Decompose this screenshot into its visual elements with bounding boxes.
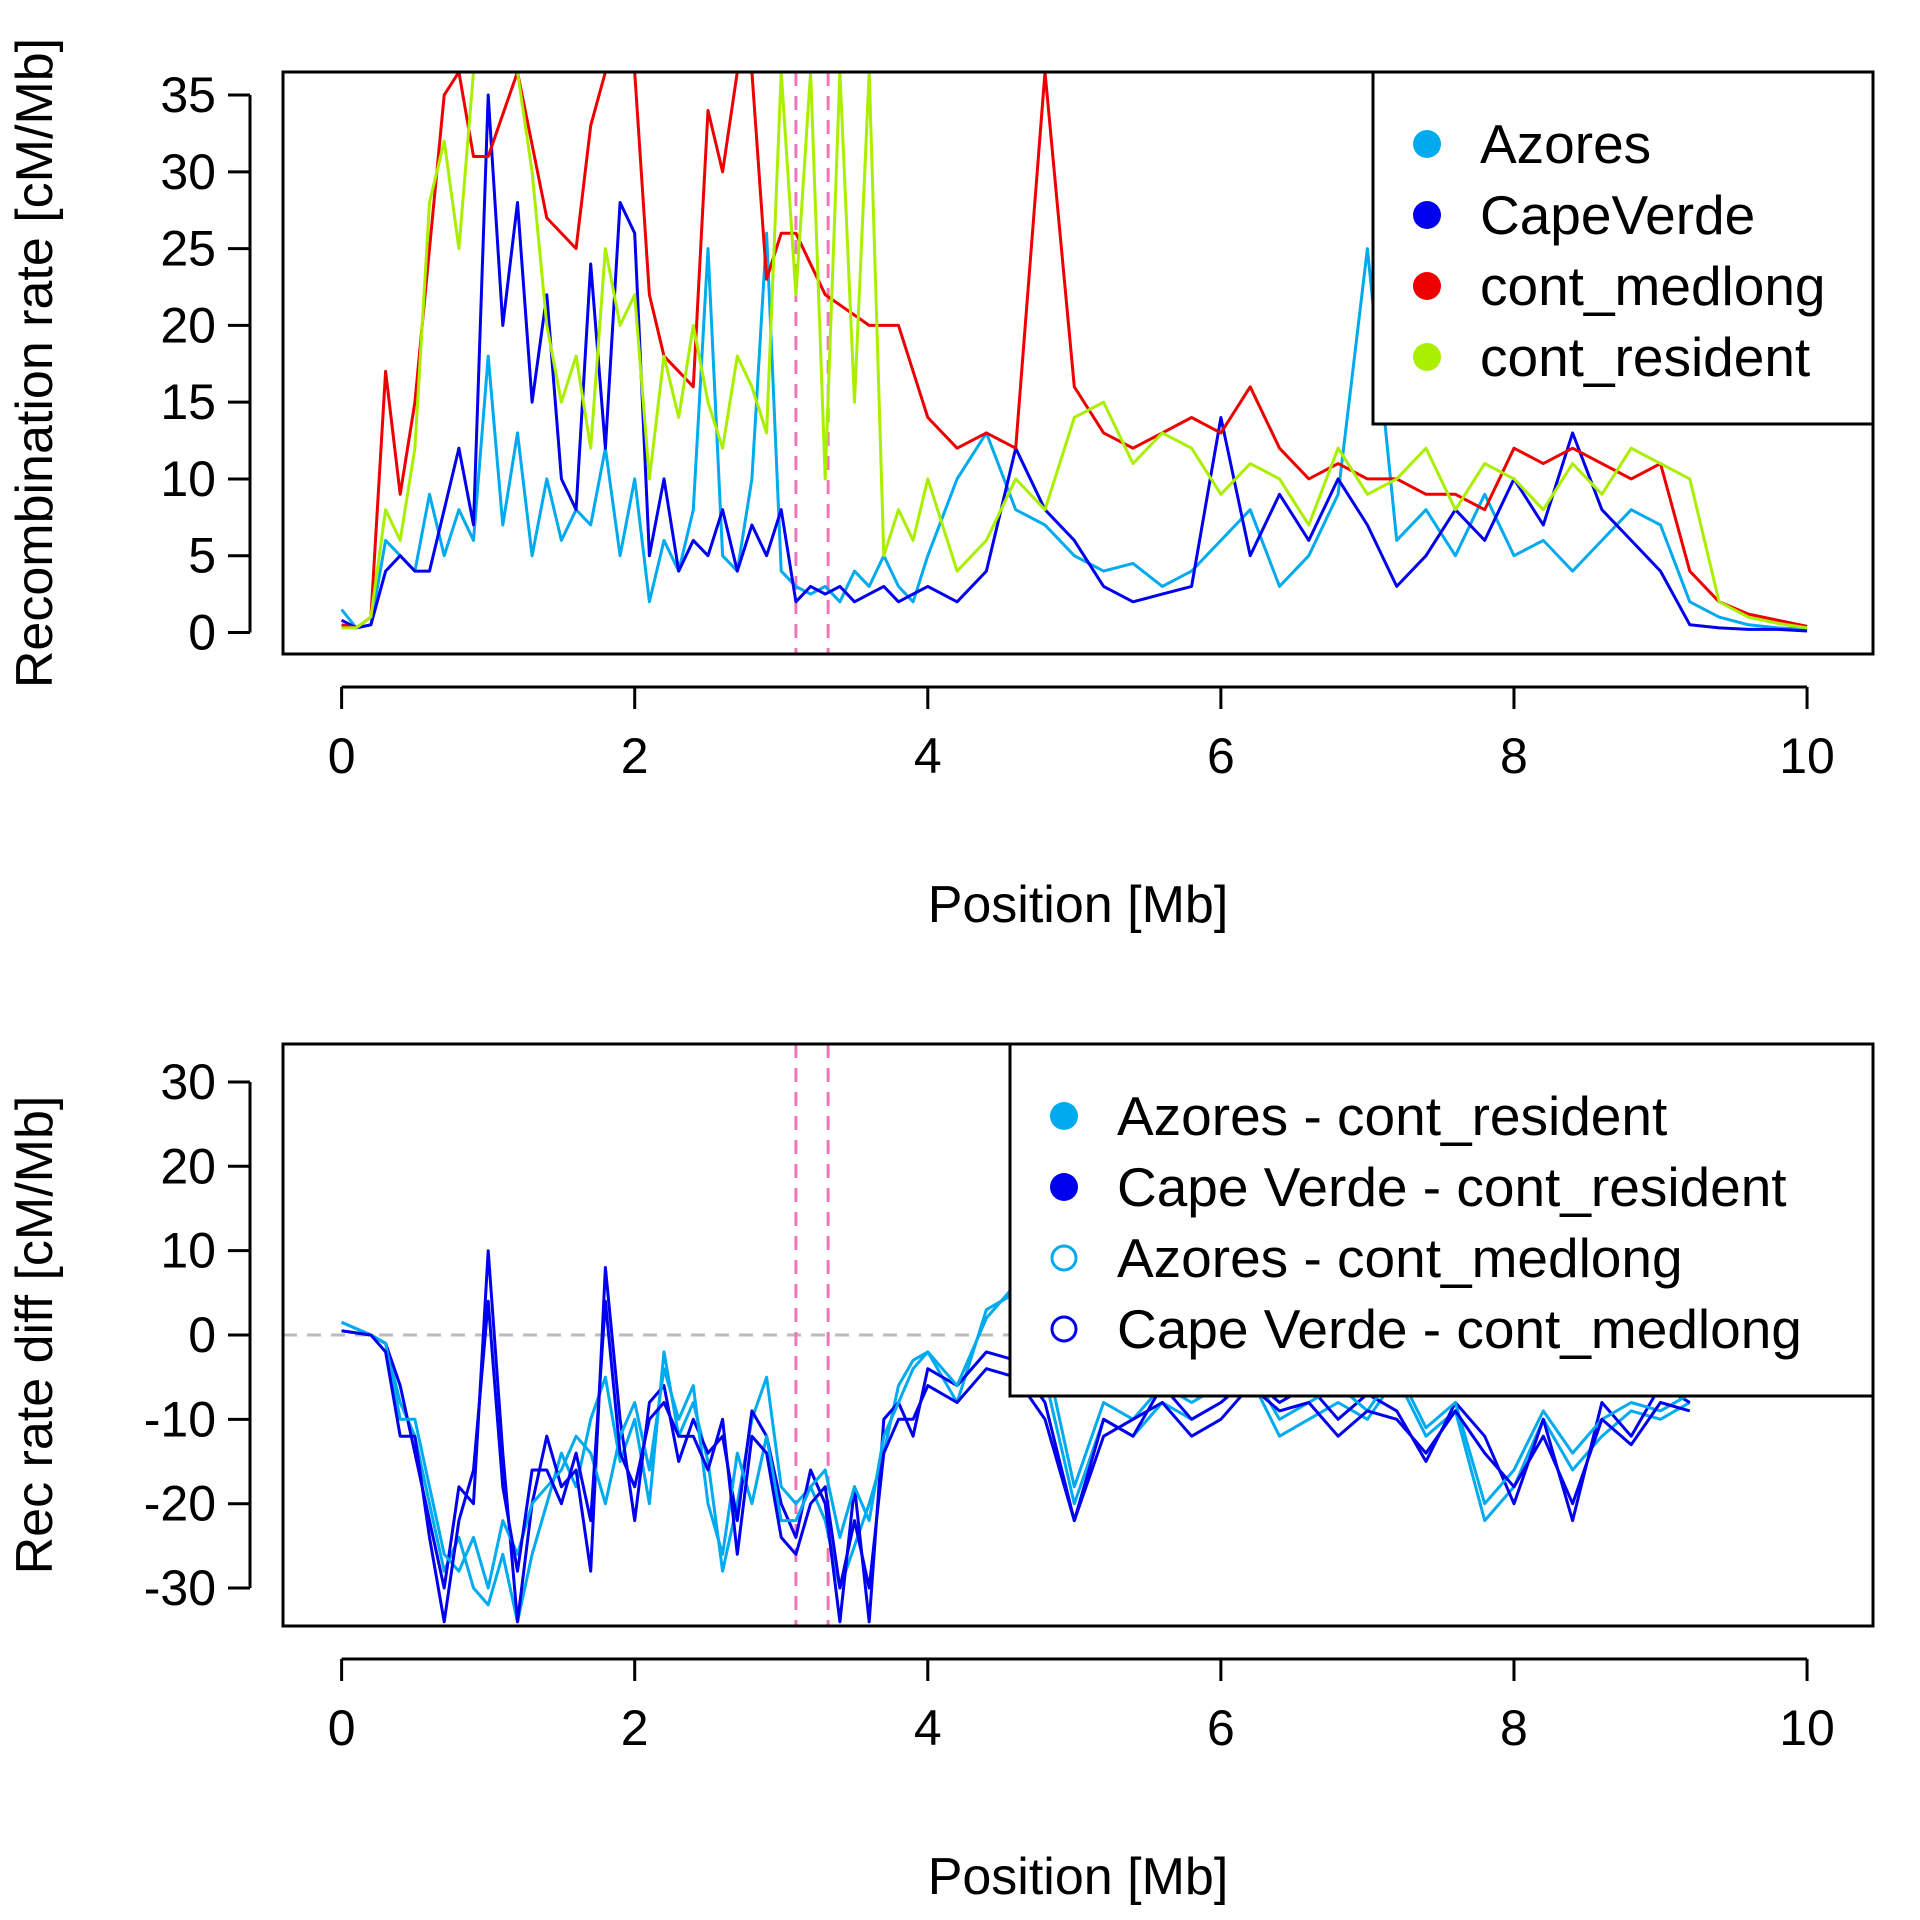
series-line-cont-resident [341, 72, 1808, 630]
legend-marker-azores-cont-medlong [1050, 1244, 1078, 1272]
legend-label-azores-cont-medlong: Azores - cont_medlong [1117, 1227, 1683, 1289]
legend-label-capeverde-cont-medlong: Cape Verde - cont_medlong [1117, 1298, 1802, 1360]
legend-box [1008, 1042, 1875, 1398]
y-tick-label: 10 [160, 451, 216, 507]
x-tick-label: 8 [1500, 728, 1528, 784]
series-line-capeverde [340, 93, 1808, 633]
x-tick-label: 4 [914, 728, 942, 784]
x-axis-title: Position [Mb] [928, 1848, 1229, 1906]
y-tick-label: -10 [144, 1391, 216, 1447]
legend-marker-cont-resident [1413, 343, 1441, 371]
y-tick-label: 10 [160, 1223, 216, 1279]
rec-rate-diff-panel: 0 2 4 6 8 10 -30 -20 -10 0 10 20 30 Position [Mb] R… [6, 1042, 1875, 1906]
y-axis: 0 5 10 15 20 25 30 35 [160, 67, 252, 661]
y-tick-label: 25 [160, 221, 216, 277]
y-tick-label: 5 [188, 528, 216, 584]
series-layer [340, 72, 1808, 633]
legend-marker-azores [1413, 130, 1441, 158]
reference-lines [794, 72, 830, 654]
legend-marker-capeverde [1413, 201, 1441, 229]
legend-label-capeverde-cont-resident: Cape Verde - cont_resident [1117, 1156, 1787, 1218]
legend-label-azores-cont-resident: Azores - cont_resident [1117, 1085, 1667, 1147]
series-line-cont-medlong [341, 72, 1808, 630]
x-tick-label: 6 [1207, 728, 1235, 784]
y-axis: -30 -20 -10 0 10 20 30 [144, 1054, 252, 1616]
y-tick-label: 15 [160, 374, 216, 430]
y-tick-label: 20 [160, 1138, 216, 1194]
legend-label-cont-resident: cont_resident [1480, 326, 1810, 388]
x-axis: 0 2 4 6 8 10 [328, 685, 1835, 784]
x-tick-label: 0 [328, 1700, 356, 1756]
legend-label-capeverde: CapeVerde [1480, 184, 1755, 246]
x-tick-label: 0 [328, 728, 356, 784]
y-tick-label: -30 [144, 1560, 216, 1616]
legend-label-azores: Azores [1480, 113, 1651, 175]
x-tick-label: 10 [1779, 1700, 1835, 1756]
legend: Azores - cont_resident Cape Verde - cont… [1008, 1042, 1875, 1398]
legend-box [1371, 70, 1875, 426]
series-line-azores [340, 231, 1808, 631]
y-tick-label: 30 [160, 1054, 216, 1110]
legend-marker-capeverde-cont-medlong [1050, 1315, 1078, 1343]
y-tick-label: 0 [188, 1307, 216, 1363]
x-tick-label: 4 [914, 1700, 942, 1756]
legend-marker-cont-medlong [1413, 272, 1441, 300]
x-axis: 0 2 4 6 8 10 [328, 1657, 1835, 1756]
series-line-cape-verde-cont-medlong [341, 1299, 1691, 1624]
x-tick-label: 8 [1500, 1700, 1528, 1756]
recombination-rate-panel: 0 2 4 6 8 10 0 5 10 15 20 25 30 35 Position [Mb] Rec… [6, 38, 1875, 934]
x-tick-label: 2 [621, 1700, 649, 1756]
legend-marker-capeverde-cont-resident [1050, 1173, 1078, 1201]
legend-label-cont-medlong: cont_medlong [1480, 255, 1826, 317]
y-tick-label: 20 [160, 297, 216, 353]
y-tick-label: -20 [144, 1476, 216, 1532]
y-tick-label: 0 [188, 605, 216, 661]
y-tick-label: 35 [160, 67, 216, 123]
x-tick-label: 10 [1779, 728, 1835, 784]
x-tick-label: 2 [621, 728, 649, 784]
x-axis-title: Position [Mb] [928, 876, 1229, 934]
legend-marker-azores-cont-resident [1050, 1102, 1078, 1130]
y-axis-title: Recombination rate [cM/Mb] [6, 38, 64, 688]
y-axis-title: Rec rate diff [cM/Mb] [6, 1096, 64, 1575]
y-tick-label: 30 [160, 144, 216, 200]
legend: Azores CapeVerde cont_medlong cont_resid… [1371, 70, 1875, 426]
x-tick-label: 6 [1207, 1700, 1235, 1756]
